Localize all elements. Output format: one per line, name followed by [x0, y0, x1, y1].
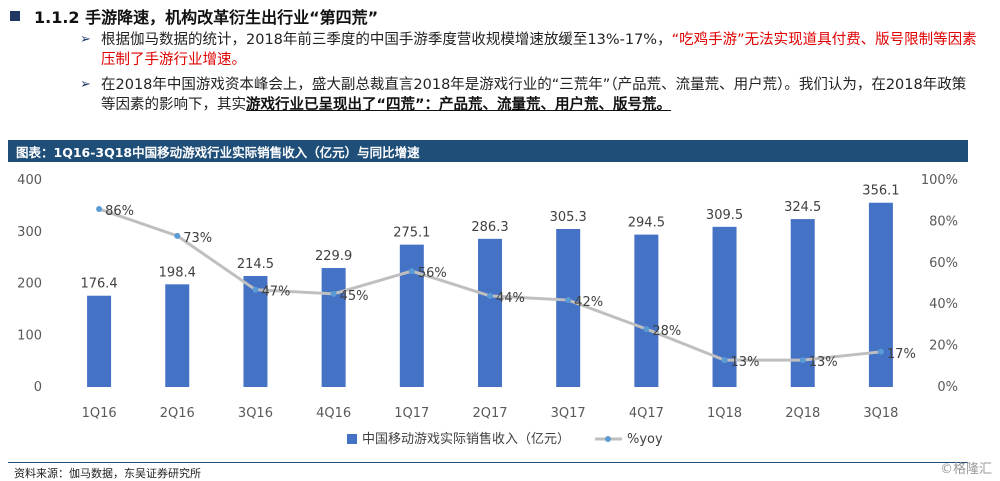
heading-title: 1.1.2 手游降速，机构改革衍生出行业“第四荒” — [34, 8, 379, 27]
bar-value-label: 309.5 — [706, 208, 743, 223]
bullet-1: ➢ 根据伽马数据的统计，2018年前三季度的中国手游季度营收规模增速放缓至13%… — [80, 30, 980, 70]
arrow-bullet-icon: ➢ — [80, 77, 91, 92]
section-heading: 1.1.2 手游降速，机构改革衍生出行业“第四荒” — [10, 5, 378, 27]
x-tick-label: 2Q18 — [785, 406, 820, 421]
yoy-point — [408, 268, 415, 275]
yoy-value-label: 42% — [574, 295, 603, 310]
x-tick-label: 1Q16 — [82, 406, 117, 421]
y-left-tick-label: 100 — [17, 328, 42, 343]
x-tick-label: 2Q16 — [160, 406, 195, 421]
yoy-point — [174, 232, 181, 239]
yoy-value-label: 45% — [340, 289, 369, 304]
legend-bar-label: 中国移动游戏实际销售收入（亿元） — [362, 431, 570, 447]
y-right-tick-label: 80% — [929, 214, 958, 229]
bar — [321, 268, 346, 387]
yoy-value-label: 44% — [496, 291, 525, 306]
bar — [87, 295, 112, 387]
bar-value-label: 294.5 — [628, 216, 665, 231]
bullet-1-normal: 根据伽马数据的统计，2018年前三季度的中国手游季度营收规模增速放缓至13%-1… — [101, 32, 672, 48]
yoy-value-label: 73% — [183, 231, 212, 246]
yoy-value-label: 56% — [418, 266, 447, 281]
y-right-tick-label: 0% — [937, 380, 958, 395]
yoy-point — [721, 357, 728, 364]
yoy-value-label: 17% — [887, 347, 916, 362]
legend-line-marker — [605, 436, 611, 442]
yoy-value-label: 28% — [652, 324, 681, 339]
y-left-tick-label: 200 — [17, 277, 42, 292]
y-left-tick-label: 400 — [17, 173, 42, 188]
bullet-2-text: 在2018年中国游戏资本峰会上，盛大副总裁直言2018年是游戏行业的“三荒年”（… — [101, 75, 980, 115]
source-note: 资料来源：伽马数据，东吴证券研究所 — [14, 467, 201, 480]
x-tick-label: 3Q18 — [863, 406, 898, 421]
bar — [556, 229, 581, 387]
bullet-2-normal: 在2018年中国游戏资本峰会上，盛大副总裁直言2018年是游戏行业的“三荒年”（… — [101, 77, 967, 113]
x-tick-label: 4Q17 — [629, 406, 664, 421]
legend-bar-swatch — [347, 434, 357, 444]
bullet-1-highlight: “吃鸡手游”无法实现道具付费、版号限制等因素压制了手游行业增速。 — [101, 32, 977, 68]
yoy-point — [487, 292, 493, 299]
bar — [868, 202, 893, 387]
bar-value-label: 198.4 — [159, 265, 196, 280]
y-right-tick-label: 20% — [929, 339, 958, 354]
yoy-point — [799, 357, 806, 364]
bar — [165, 284, 190, 387]
y-left-tick-label: 300 — [17, 225, 42, 240]
y-left-tick-label: 0 — [34, 380, 42, 395]
bar — [478, 238, 502, 387]
x-tick-label: 3Q17 — [551, 406, 586, 421]
chart: 0 100 200 300 400 0% 20% 40% 60% 80% 100% 176.4 198.… — [17, 173, 958, 447]
yoy-value-label: 47% — [261, 285, 290, 300]
legend-line-label: %yoy — [627, 432, 663, 447]
bar-value-label: 305.3 — [550, 210, 587, 225]
yoy-point — [330, 290, 337, 297]
source-divider — [8, 462, 968, 463]
chart-header: 图表：1Q16-3Q18中国移动游戏行业实际销售收入（亿元）与同比增速 — [8, 140, 968, 162]
x-tick-label: 3Q16 — [238, 406, 273, 421]
bar-value-label: 214.5 — [237, 257, 274, 272]
watermark-logo: ©格隆汇 — [939, 462, 992, 477]
bar — [243, 275, 268, 387]
yoy-point — [643, 326, 650, 333]
x-tick-label: 2Q17 — [472, 406, 507, 421]
yoy-point — [252, 286, 259, 293]
x-tick-label: 1Q17 — [394, 406, 429, 421]
bar — [634, 234, 659, 387]
yoy-point — [877, 348, 884, 355]
bar-value-label: 324.5 — [784, 200, 821, 215]
bar-value-label: 356.1 — [862, 184, 899, 199]
y-right-tick-label: 40% — [929, 297, 958, 312]
bar-value-label: 275.1 — [393, 226, 430, 241]
x-tick-label: 1Q18 — [707, 406, 742, 421]
y-right-tick-label: 100% — [921, 173, 958, 188]
bullet-1-text: 根据伽马数据的统计，2018年前三季度的中国手游季度营收规模增速放缓至13%-1… — [101, 30, 980, 70]
bar-value-label: 229.9 — [315, 249, 352, 264]
bar-value-label: 176.4 — [80, 277, 117, 292]
arrow-bullet-icon: ➢ — [80, 32, 91, 47]
bar-value-label: 286.3 — [471, 220, 508, 235]
yoy-point — [96, 205, 103, 212]
yoy-value-label: 13% — [731, 355, 760, 370]
y-right-tick-label: 60% — [929, 256, 958, 271]
yoy-value-label: 13% — [809, 355, 838, 370]
bullet-2: ➢ 在2018年中国游戏资本峰会上，盛大副总裁直言2018年是游戏行业的“三荒年… — [80, 75, 980, 115]
bullet-2-highlight: 游戏行业已呈现出了“四荒”：产品荒、流量荒、用户荒、版号荒。 — [246, 97, 672, 113]
yoy-point — [565, 297, 572, 304]
x-tick-label: 4Q16 — [316, 406, 351, 421]
yoy-value-label: 86% — [105, 204, 134, 219]
heading-bullet-square — [10, 11, 20, 21]
